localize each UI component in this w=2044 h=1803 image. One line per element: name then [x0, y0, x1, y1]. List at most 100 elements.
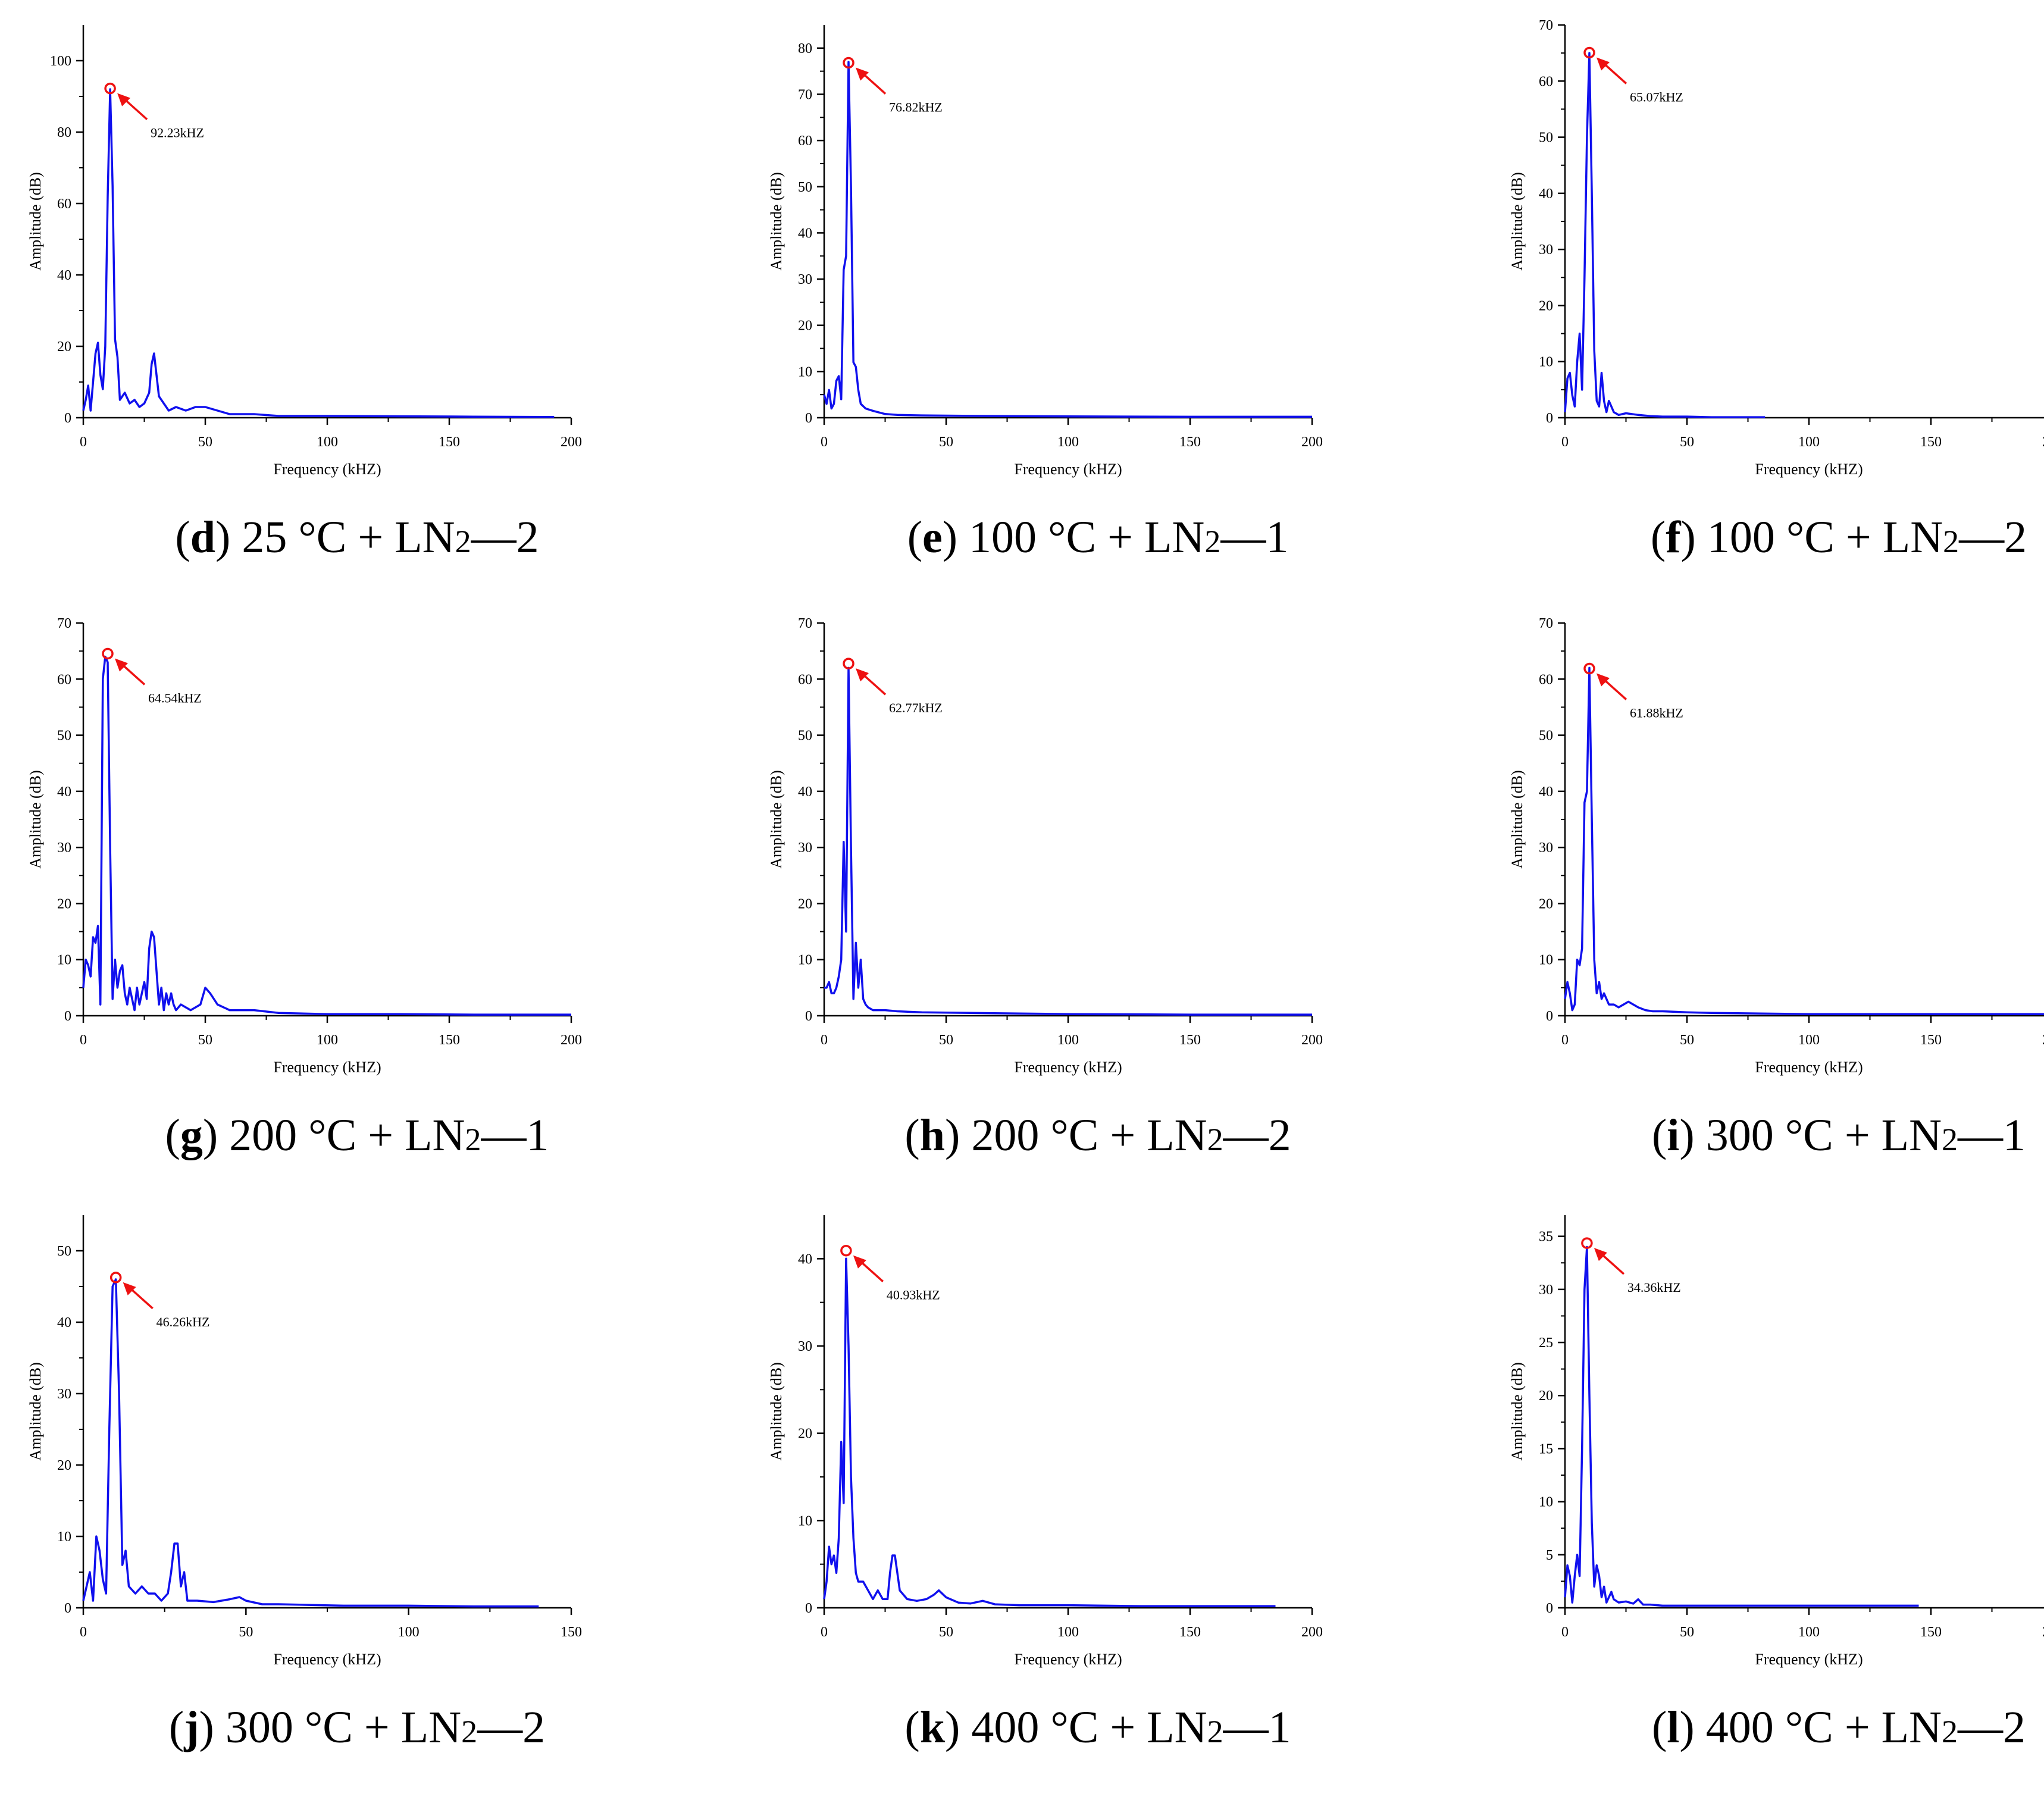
spectrum-line — [823, 61, 1312, 418]
chart-j: 0 50 100 150 0 10 20 30 40 50 Frequency (kHZ) Ampli… — [27, 1215, 582, 1668]
x-tick-label: 100 — [1798, 434, 1820, 450]
caption-text: —1 — [1958, 1110, 2026, 1160]
x-tick-label: 100 — [317, 1032, 338, 1048]
x-tick-label: 0 — [1561, 434, 1569, 450]
x-tick-label: 150 — [1179, 1624, 1201, 1640]
y-tick-label: 40 — [1539, 186, 1553, 202]
caption-text: ( — [165, 1110, 180, 1160]
peak-label: 62.77kHZ — [889, 700, 943, 715]
y-tick-label: 40 — [798, 784, 812, 800]
caption-subscript: 2 — [455, 524, 471, 559]
y-tick-label: 25 — [1539, 1335, 1553, 1351]
y-tick-label: 60 — [1539, 74, 1553, 89]
x-axis-label: Frequency (kHZ) — [273, 461, 381, 478]
peak-arrow — [129, 1287, 154, 1310]
peak-arrow — [862, 73, 887, 95]
y-tick-label: 30 — [1539, 840, 1553, 856]
x-tick-label: 200 — [561, 1032, 582, 1048]
peak-arrow — [859, 1260, 884, 1282]
y-tick-label: 0 — [805, 1601, 812, 1616]
panel-caption: (l) 400 °C + LN2—2 — [1500, 1702, 2044, 1754]
y-tick-label: 20 — [1539, 896, 1553, 912]
y-tick-label: 60 — [1539, 672, 1553, 687]
y-tick-label: 10 — [1539, 355, 1553, 370]
x-tick-label: 50 — [239, 1624, 253, 1640]
y-tick-label: 20 — [798, 1426, 812, 1442]
y-tick-label: 30 — [798, 272, 812, 287]
peak-label: 34.36kHZ — [1627, 1280, 1681, 1295]
y-tick-label: 60 — [57, 196, 71, 212]
y-tick-label: 40 — [57, 1315, 71, 1331]
peak-marker — [102, 647, 114, 660]
y-tick-label: 15 — [1539, 1441, 1553, 1457]
x-tick-label: 150 — [561, 1624, 582, 1640]
spectrum-line — [1564, 52, 1766, 418]
x-tick-label: 200 — [2042, 1032, 2044, 1048]
peak-arrowhead — [853, 1255, 866, 1269]
x-tick-label: 0 — [821, 1624, 828, 1640]
caption-text: —1 — [481, 1110, 549, 1160]
caption-letter: j — [184, 1702, 199, 1752]
spectrum-line — [1564, 1245, 1919, 1607]
y-tick-label: 20 — [57, 896, 71, 912]
peak-label: 46.26kHZ — [156, 1314, 210, 1329]
x-tick-label: 150 — [1179, 1032, 1201, 1048]
y-tick-label: 10 — [57, 953, 71, 968]
panel-f: 0 50 100 150 200 0 10 20 30 40 50 60 70 Frequency (kH… — [1500, 18, 2044, 613]
y-axis-label: Amplitude (dB) — [768, 770, 785, 868]
caption-text: 400 °C + LN — [971, 1702, 1207, 1752]
panel-caption: (h) 200 °C + LN2—2 — [759, 1110, 1437, 1162]
caption-text: 300 °C + LN — [1705, 1110, 1942, 1160]
y-tick-label: 30 — [798, 840, 812, 856]
y-tick-label: 30 — [1539, 1282, 1553, 1298]
x-tick-label: 100 — [1057, 434, 1079, 450]
caption-text: ) — [202, 1110, 230, 1160]
y-tick-label: 60 — [57, 672, 71, 687]
panel-i: 0 50 100 150 200 0 10 20 30 40 50 60 70 Frequency (kH… — [1500, 616, 2044, 1211]
y-axis-label: Amplitude (dB) — [1508, 172, 1526, 270]
panel-l: 0 50 100 150 200 0 5 10 15 20 25 30 35 Frequency (kHZ… — [1500, 1208, 2044, 1803]
x-tick-label: 150 — [1920, 434, 1942, 450]
x-axis-label: Frequency (kHZ) — [1755, 1651, 1863, 1668]
x-tick-label: 200 — [2042, 1624, 2044, 1640]
caption-text: —1 — [1220, 512, 1289, 562]
panel-h: 0 50 100 150 200 0 10 20 30 40 50 60 70 Frequency (kH… — [759, 616, 1437, 1211]
y-tick-label: 50 — [57, 1244, 71, 1259]
y-tick-label: 0 — [1546, 411, 1553, 426]
panel-caption: (f) 100 °C + LN2—2 — [1500, 512, 2044, 564]
chart-g: 0 50 100 150 200 0 10 20 30 40 50 60 70 Frequency (kH… — [27, 616, 582, 1076]
caption-subscript: 2 — [1942, 1122, 1958, 1157]
peak-label: 76.82kHZ — [889, 100, 943, 115]
peak-arrow — [121, 663, 146, 685]
y-tick-label: 50 — [1539, 728, 1553, 744]
spectrum-line — [82, 1278, 539, 1608]
y-tick-label: 70 — [798, 616, 812, 631]
caption-text: ( — [175, 512, 190, 562]
caption-text: ( — [1650, 512, 1666, 562]
peak-marker — [1581, 1237, 1593, 1249]
caption-text: ) — [1679, 1110, 1706, 1160]
x-tick-label: 150 — [439, 1032, 460, 1048]
peak-arrow — [1602, 678, 1627, 700]
peak-marker — [1583, 662, 1595, 675]
x-tick-label: 200 — [2042, 434, 2044, 450]
caption-subscript: 2 — [1942, 1714, 1958, 1749]
peak-marker — [843, 57, 854, 69]
chart-e: 0 50 100 150 200 0 10 20 30 40 50 60 70 80 Frequency (… — [768, 25, 1323, 478]
y-axis-label: Amplitude (dB) — [1508, 770, 1526, 868]
x-tick-label: 50 — [1680, 434, 1694, 450]
y-tick-label: 10 — [798, 953, 812, 968]
peak-label: 65.07kHZ — [1630, 89, 1683, 104]
x-tick-label: 0 — [80, 434, 87, 450]
x-tick-label: 100 — [1057, 1032, 1079, 1048]
y-axis-label: Amplitude (dB) — [27, 172, 44, 270]
x-tick-label: 100 — [1798, 1032, 1820, 1048]
caption-text: 25 °C + LN — [242, 512, 455, 562]
x-tick-label: 100 — [1057, 1624, 1079, 1640]
x-tick-label: 200 — [1301, 434, 1323, 450]
x-axis-label: Frequency (kHZ) — [273, 1651, 381, 1668]
y-tick-label: 40 — [798, 226, 812, 241]
y-tick-label: 50 — [798, 180, 812, 195]
y-tick-label: 40 — [57, 268, 71, 283]
y-tick-label: 20 — [1539, 1388, 1553, 1404]
